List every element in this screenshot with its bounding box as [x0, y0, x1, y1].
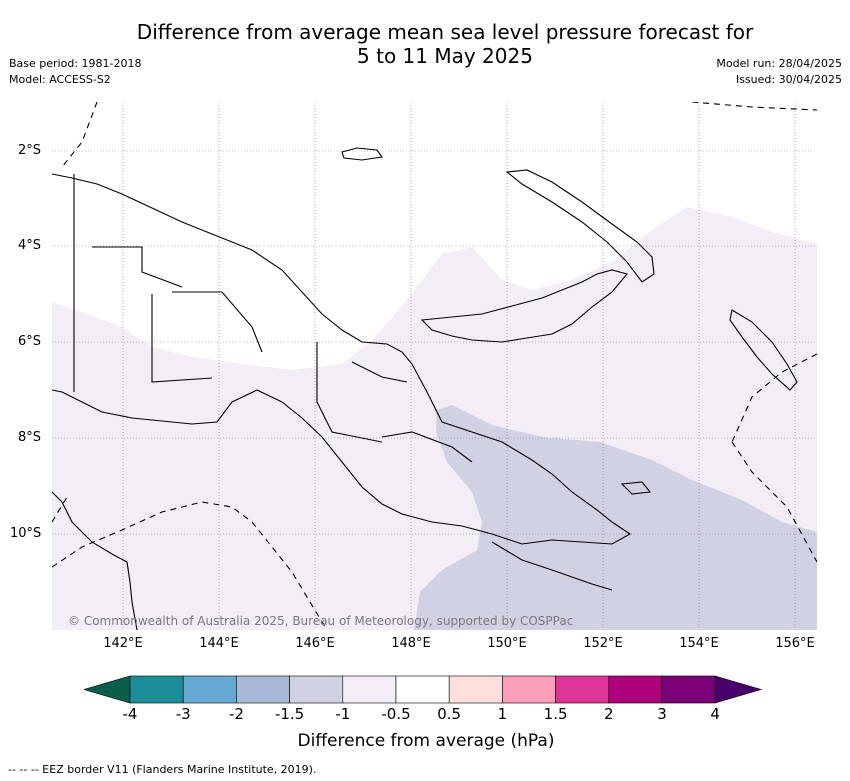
- model-run: Model run: 28/04/2025: [716, 57, 842, 70]
- colorbar-cell: [448, 675, 503, 704]
- bougainville-coast: [729, 309, 798, 391]
- colorbar-over-arrow: [714, 675, 763, 704]
- colorbar-cell: [661, 675, 716, 704]
- lon-label-156e: 156°E: [775, 636, 815, 651]
- meta-right: Model run: 28/04/2025 Issued: 30/04/2025: [716, 56, 842, 88]
- colorbar-cell: [342, 675, 397, 704]
- colorbar-cell: [395, 675, 450, 704]
- anomaly-region-dark: [414, 405, 817, 630]
- lon-label-152e: 152°E: [583, 636, 623, 651]
- lat-label-10s: 10°S: [10, 526, 42, 541]
- colorbar-tick-label: 2: [604, 705, 614, 723]
- copyright-notice: © Commonwealth of Australia 2025, Bureau…: [68, 614, 574, 628]
- new-ireland-coast: [505, 169, 655, 283]
- lon-label-142e: 142°E: [103, 636, 143, 651]
- colorbar: [84, 675, 763, 704]
- colorbar-cell: [608, 675, 663, 704]
- eez-borders: [52, 102, 817, 630]
- eez-legend: -- -- -- EEZ border V11 (Flanders Marine…: [8, 763, 317, 776]
- province-borders: [73, 174, 473, 463]
- colorbar-cell: [555, 675, 610, 704]
- colorbar-tick-label: -3: [175, 705, 191, 723]
- manus-coast: [341, 147, 383, 161]
- coastlines: [52, 147, 798, 630]
- title-line-1: Difference from average mean sea level p…: [136, 20, 754, 44]
- colorbar-tick-label: 1.5: [543, 705, 568, 723]
- meta-left: Base period: 1981-2018 Model: ACCESS-S2: [9, 56, 141, 88]
- colorbar-tick-label: -1: [335, 705, 351, 723]
- colorbar-tick-label: -1.5: [274, 705, 305, 723]
- lon-label-148e: 148°E: [391, 636, 431, 651]
- colorbar-tick-label: 0.5: [437, 705, 462, 723]
- base-period: Base period: 1981-2018: [9, 57, 142, 70]
- model-name: Model: ACCESS-S2: [9, 73, 111, 86]
- colorbar-tick-label: -4: [122, 705, 138, 723]
- colorbar-title: Difference from average (hPa): [297, 731, 555, 751]
- colorbar-cell: [129, 675, 184, 704]
- lat-label-2s: 2°S: [18, 143, 42, 158]
- colorbar-tick-label: 3: [657, 705, 667, 723]
- issued-date: Issued: 30/04/2025: [735, 73, 842, 86]
- colorbar-cell: [182, 675, 237, 704]
- lon-label-154e: 154°E: [679, 636, 719, 651]
- new-guinea-coast: [52, 173, 632, 545]
- title-line-2: 5 to 11 May 2025: [357, 44, 533, 68]
- lon-label-150e: 150°E: [487, 636, 527, 651]
- colorbar-under-arrow: [84, 675, 131, 704]
- new-britain-coast: [420, 269, 628, 343]
- colorbar-tick-label: -0.5: [381, 705, 411, 723]
- map-panel: © Commonwealth of Australia 2025, Bureau…: [52, 102, 817, 630]
- colorbar-tick-label: 4: [710, 705, 720, 723]
- lon-label-144e: 144°E: [199, 636, 239, 651]
- colorbar-cell: [236, 675, 290, 704]
- cape-york-coast: [52, 491, 138, 630]
- woodlark-coast: [620, 481, 652, 495]
- lon-label-146e: 146°E: [295, 636, 335, 651]
- colorbar-tick-label: -2: [228, 705, 244, 723]
- map-svg: [52, 102, 817, 630]
- colorbar-cell: [502, 675, 556, 704]
- lat-label-6s: 6°S: [18, 334, 42, 349]
- graticule: [52, 102, 817, 630]
- lat-label-8s: 8°S: [18, 430, 42, 445]
- louisiade-coast: [491, 541, 613, 591]
- chart-title: Difference from average mean sea level p…: [100, 20, 790, 68]
- colorbar-tick-label: 1: [497, 705, 508, 723]
- colorbar-cell: [289, 675, 344, 704]
- lat-label-4s: 4°S: [18, 238, 42, 253]
